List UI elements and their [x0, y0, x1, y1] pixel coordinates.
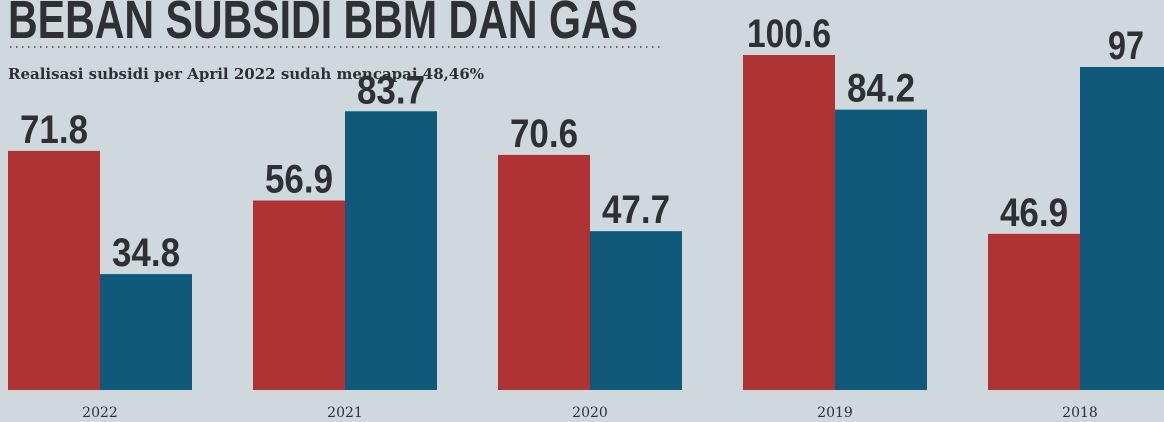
value-label: 34.8	[112, 231, 180, 275]
bar	[253, 200, 345, 390]
value-label: 46.9	[1000, 191, 1068, 235]
bar	[835, 109, 927, 390]
bar	[988, 233, 1080, 390]
bar	[8, 150, 100, 390]
bar	[1080, 66, 1164, 391]
x-tick-label: 2018	[1062, 405, 1098, 421]
bar	[100, 274, 192, 390]
value-label: 100.6	[747, 12, 831, 56]
value-label: 70.6	[510, 112, 578, 156]
value-label: 71.8	[20, 108, 88, 152]
chart-title: BEBAN SUBSIDI BBM DAN GAS	[8, 0, 638, 50]
bar	[498, 154, 590, 390]
bar	[743, 55, 835, 390]
x-tick-label: 2020	[572, 405, 608, 421]
chart-subtitle: Realisasi subsidi per April 2022 sudah m…	[8, 65, 484, 83]
value-label: 56.9	[265, 158, 333, 202]
value-label: 83.7	[357, 68, 425, 112]
x-tick-label: 2022	[82, 405, 118, 421]
bar	[590, 231, 682, 390]
bar	[345, 111, 437, 390]
x-tick-label: 2021	[327, 405, 363, 421]
value-label: 97	[1108, 24, 1144, 68]
x-tick-label: 2019	[817, 405, 853, 421]
value-label: 84.2	[847, 67, 915, 111]
value-label: 47.7	[602, 188, 670, 232]
